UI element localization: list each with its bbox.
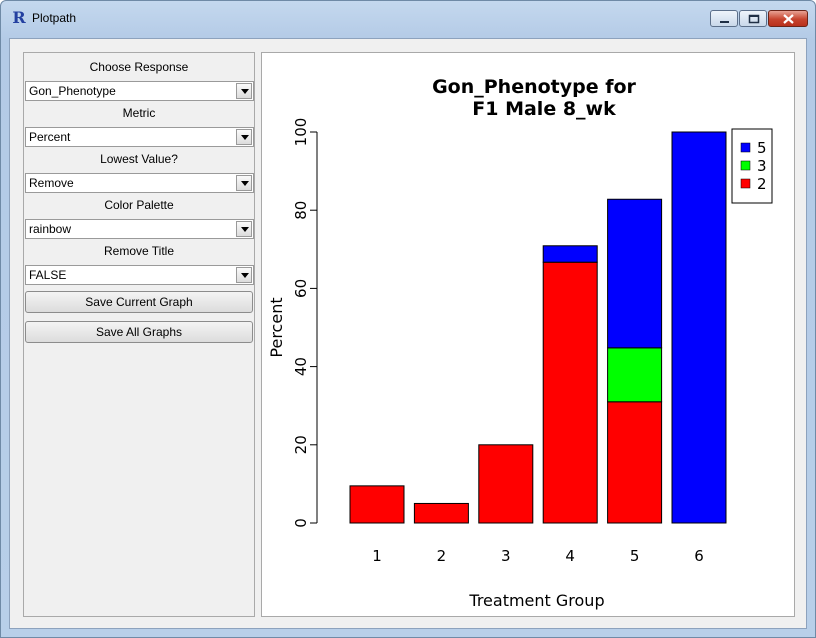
maximize-button[interactable]: [739, 10, 767, 27]
remove-title-value: FALSE: [29, 268, 67, 282]
metric-dropdown[interactable]: Percent: [25, 127, 254, 147]
y-tick-label: 100: [292, 118, 310, 147]
legend-box: [731, 128, 773, 204]
window-title: Plotpath: [32, 11, 77, 25]
x-tick-label: 4: [565, 547, 575, 565]
choose-response-label: Choose Response: [89, 60, 189, 74]
bar-segment-series-2: [542, 261, 598, 524]
dropdown-arrow-icon[interactable]: [236, 221, 252, 237]
remove-title-dropdown[interactable]: FALSE: [25, 265, 254, 285]
x-tick-label: 3: [501, 547, 511, 565]
color-palette-value: rainbow: [29, 222, 72, 236]
r-logo-icon: R: [12, 8, 26, 27]
close-icon: [783, 14, 794, 24]
bar-segment-series-2: [478, 444, 534, 524]
bar-segment-series-2: [413, 502, 469, 524]
y-axis-label: Percent: [267, 297, 286, 357]
choose-response-value: Gon_Phenotype: [29, 84, 116, 98]
metric-label: Metric: [122, 106, 156, 120]
color-palette-label: Color Palette: [104, 198, 174, 212]
dropdown-arrow-icon[interactable]: [236, 267, 252, 283]
legend-label-series-3: 3: [757, 157, 767, 175]
metric-value: Percent: [29, 130, 71, 144]
lowest-value-label: Lowest Value?: [100, 152, 178, 166]
x-tick-label: 2: [437, 547, 447, 565]
close-button[interactable]: [768, 10, 808, 27]
y-tick-label: 0: [292, 518, 310, 528]
y-tick-label: 40: [292, 357, 310, 376]
y-tick-label: 80: [292, 201, 310, 220]
legend-swatch-series-3: [740, 160, 751, 171]
bar-segment-series-5: [607, 198, 663, 349]
chart-title-line2: F1 Male 8_wk: [472, 98, 616, 120]
x-tick-label: 1: [372, 547, 382, 565]
legend-swatch-series-5: [740, 142, 751, 153]
title-bar[interactable]: R Plotpath: [1, 1, 815, 37]
bar-segment-series-5: [542, 245, 598, 263]
legend-label-series-5: 5: [757, 139, 767, 157]
minimize-button[interactable]: [710, 10, 738, 27]
bar-segment-series-5: [671, 131, 727, 524]
x-axis-label: Treatment Group: [468, 591, 604, 610]
legend-swatch-series-2: [740, 178, 751, 189]
minimize-icon: [720, 21, 729, 23]
lowest-value-value: Remove: [29, 176, 74, 190]
lowest-value-dropdown[interactable]: Remove: [25, 173, 254, 193]
x-tick-label: 6: [694, 547, 704, 565]
maximize-icon: [748, 14, 760, 24]
dropdown-arrow-icon[interactable]: [236, 83, 252, 99]
x-tick-label: 5: [630, 547, 640, 565]
control-panel: Choose Response Gon_Phenotype Metric Per…: [23, 52, 255, 617]
choose-response-dropdown[interactable]: Gon_Phenotype: [25, 81, 254, 101]
bar-segment-series-2: [349, 485, 405, 524]
bar-segment-series-2: [607, 401, 663, 524]
bar-segment-series-3: [607, 347, 663, 403]
y-tick-label: 20: [292, 435, 310, 454]
dropdown-arrow-icon[interactable]: [236, 175, 252, 191]
dropdown-arrow-icon[interactable]: [236, 129, 252, 145]
legend-label-series-2: 2: [757, 175, 767, 193]
y-tick-label: 60: [292, 279, 310, 298]
chart-title-line1: Gon_Phenotype for: [432, 76, 636, 98]
save-all-graphs-button[interactable]: Save All Graphs: [25, 321, 253, 343]
save-current-graph-button[interactable]: Save Current Graph: [25, 291, 253, 313]
color-palette-dropdown[interactable]: rainbow: [25, 219, 254, 239]
remove-title-label: Remove Title: [103, 244, 175, 258]
client-area: Choose Response Gon_Phenotype Metric Per…: [9, 38, 807, 629]
plot-area: Gon_Phenotype for F1 Male 8_wk 0 20 40 60 80 10…: [261, 52, 795, 617]
